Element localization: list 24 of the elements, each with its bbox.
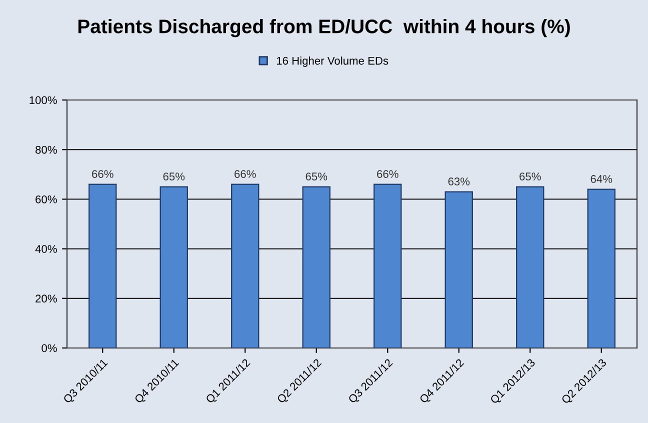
bar xyxy=(231,184,260,348)
y-tick-label: 0% xyxy=(42,344,57,352)
text: 64% xyxy=(590,175,612,183)
bar xyxy=(160,186,188,348)
text: 63% xyxy=(448,178,470,186)
legend-label: 16 Higher Volume EDs xyxy=(276,56,388,67)
y-tick-label: 80% xyxy=(36,146,57,154)
text: 66% xyxy=(92,170,114,178)
y-tick-label: 40% xyxy=(35,245,57,253)
text: 65% xyxy=(306,172,328,180)
text: 66% xyxy=(377,170,398,178)
y-tick-label: 100% xyxy=(30,96,57,104)
text: 65% xyxy=(163,172,185,180)
bar xyxy=(302,186,330,348)
bar xyxy=(88,184,117,348)
text: 66% xyxy=(234,170,256,178)
text: 65% xyxy=(520,172,541,180)
bar xyxy=(587,188,616,348)
bar xyxy=(374,184,402,348)
y-tick-label: 60% xyxy=(36,195,57,204)
bar xyxy=(516,186,544,348)
y-tick-label: 20% xyxy=(36,294,57,303)
bar xyxy=(444,191,473,348)
chart-title: Patients Discharged from ED/UCC within 4 hours (%) xyxy=(78,19,570,38)
